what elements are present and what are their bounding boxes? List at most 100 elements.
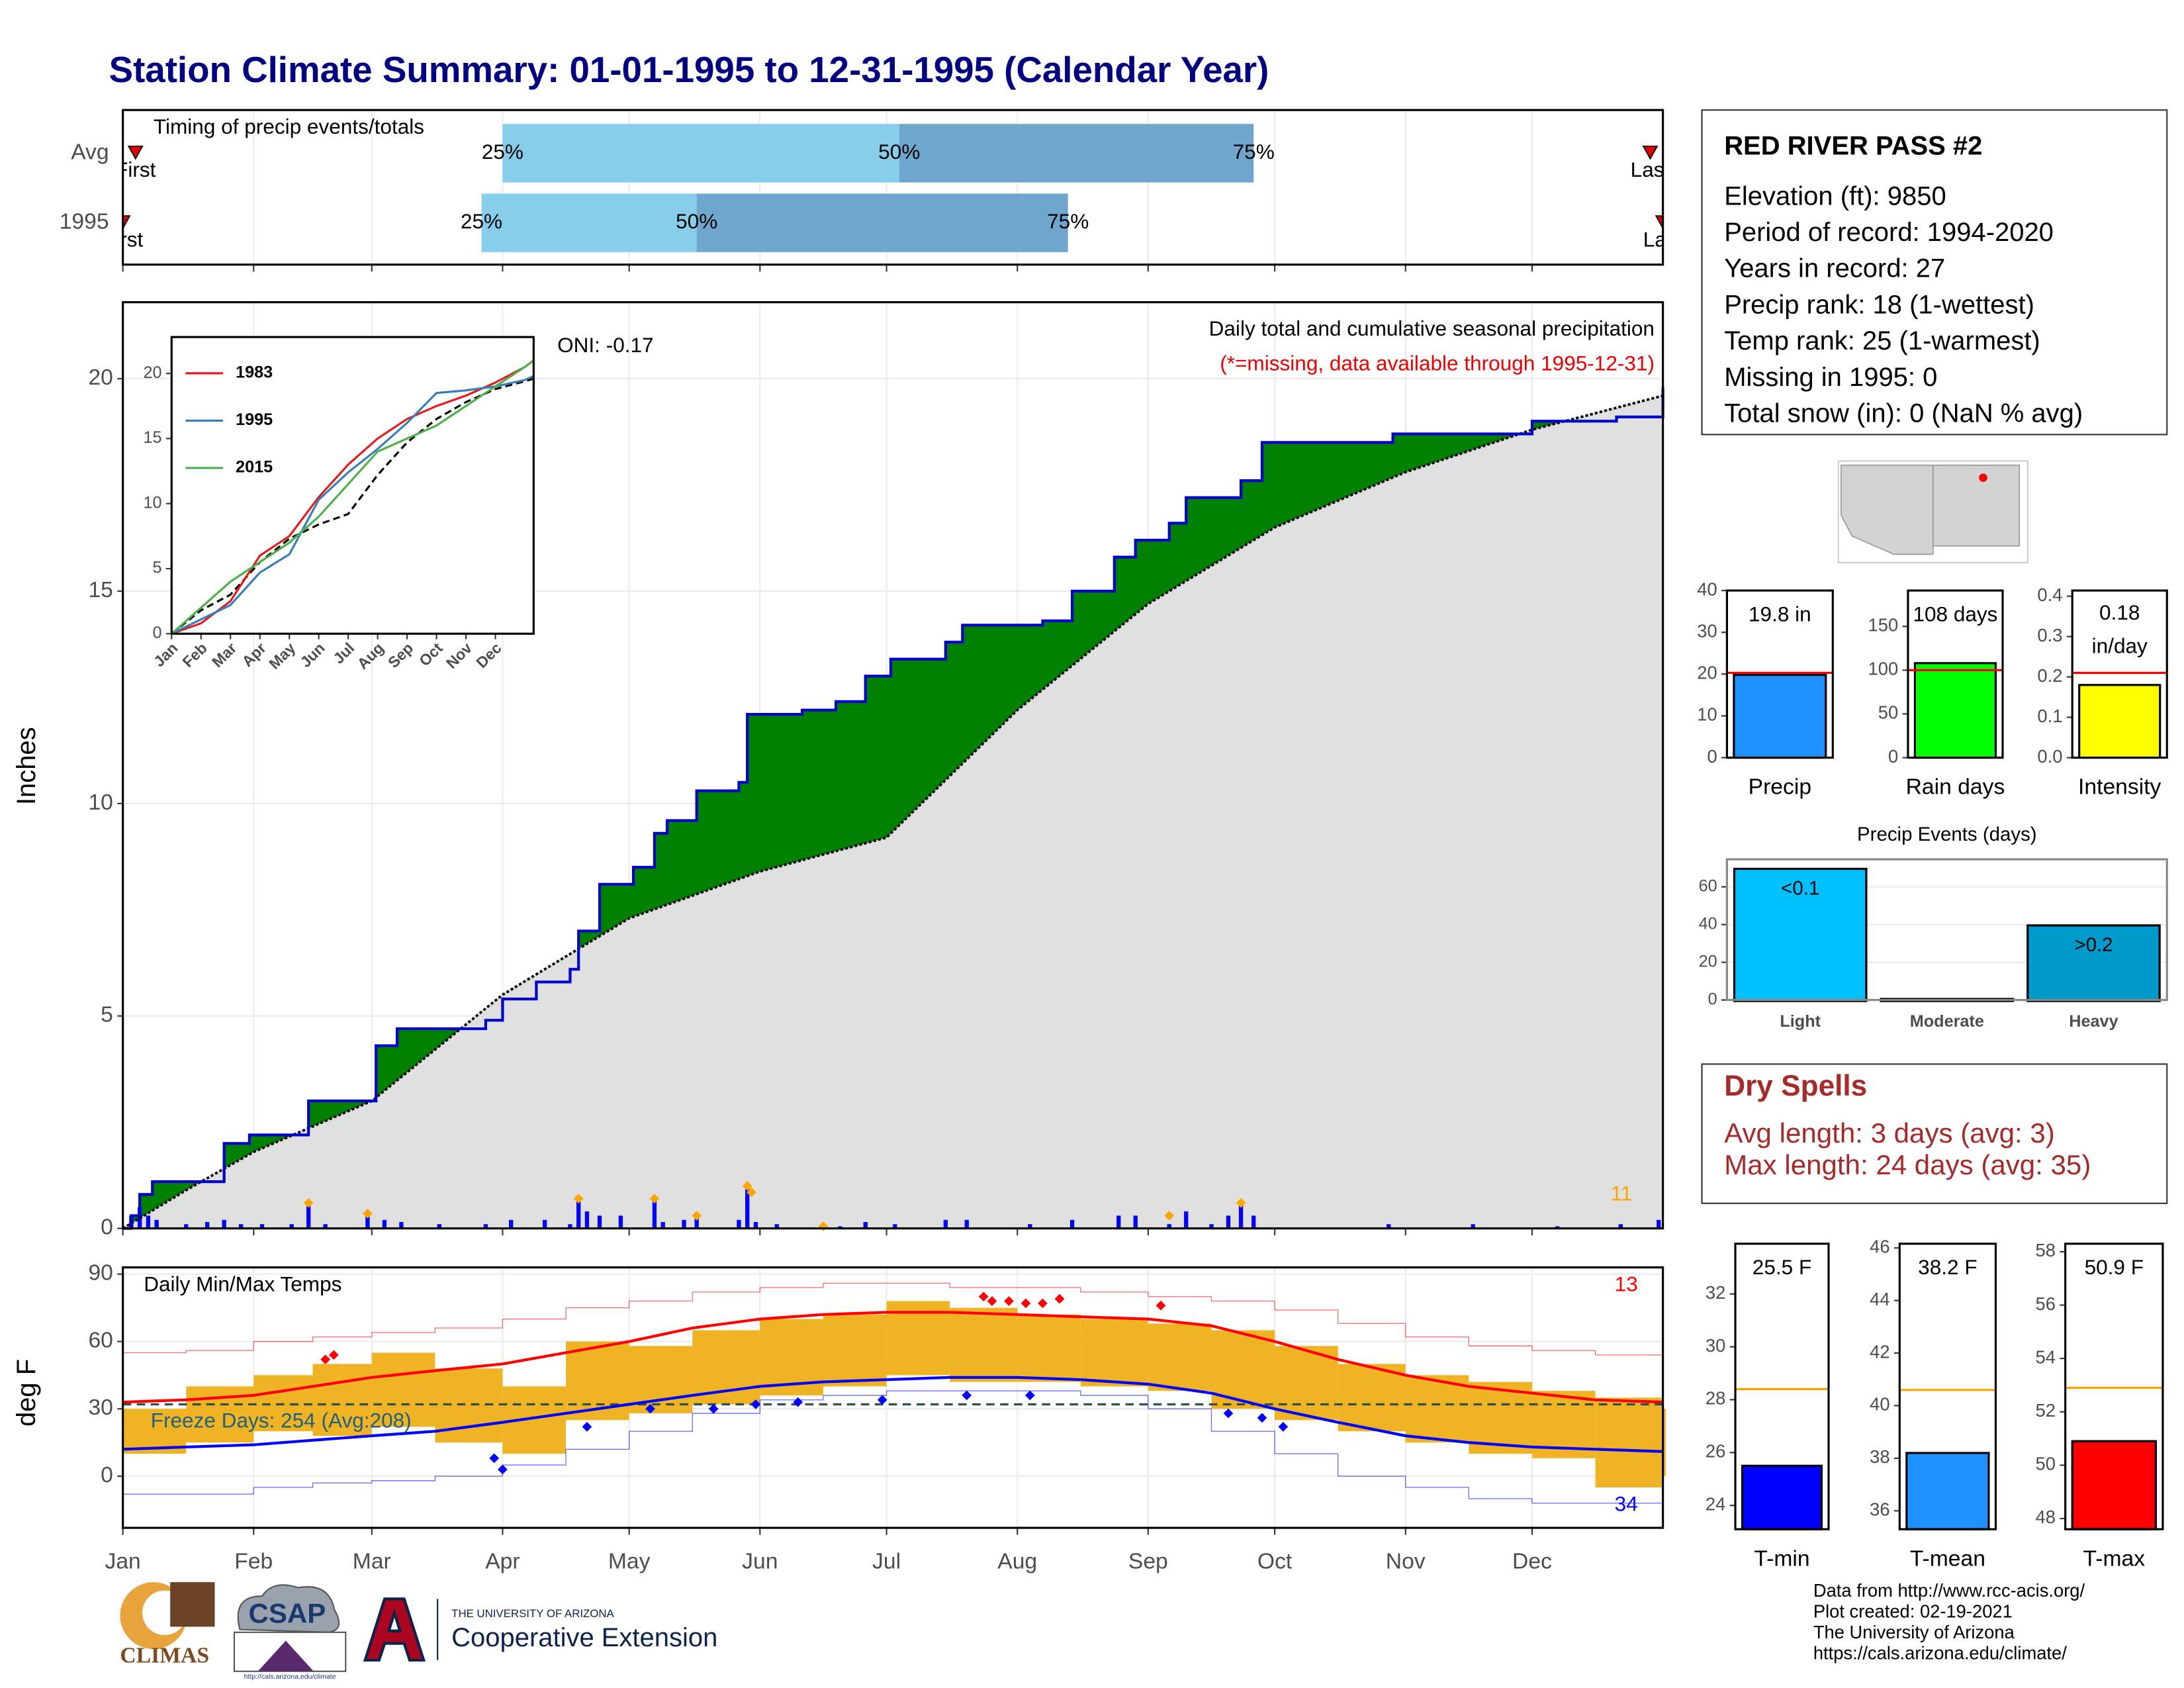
- temp-range-bar: [1338, 1364, 1406, 1432]
- chart-title: Precip Events (days): [1857, 823, 2037, 845]
- record-marker: [1054, 1293, 1065, 1304]
- temp-range-bar: [823, 1314, 887, 1387]
- y-tick-label: 30: [1697, 620, 1717, 641]
- daily-precip-bar: [399, 1222, 404, 1229]
- daily-precip-bar: [1618, 1224, 1623, 1229]
- y-tick-label: 0.0: [2037, 746, 2062, 767]
- climas-logo-text: CLIMAS: [120, 1643, 209, 1667]
- daily-precip-bar: [483, 1224, 488, 1229]
- dry-spells-title: Dry Spells: [1724, 1070, 1867, 1102]
- map-state: [1932, 464, 2021, 547]
- record-marker: [582, 1422, 592, 1432]
- timing-marker-label: First: [115, 158, 156, 181]
- daily-precip-bar: [289, 1224, 294, 1229]
- plot-frame: [1898, 1243, 1997, 1530]
- plot-frame: [122, 109, 1664, 266]
- y-tick-label: 32: [1706, 1282, 1725, 1303]
- x-tick-label: Oct: [1257, 1550, 1293, 1574]
- csap-cloud: [237, 1584, 340, 1633]
- station-line: Total snow (in): 0 (NaN % avg): [1724, 399, 2083, 428]
- temp-range-bar: [950, 1307, 1018, 1382]
- avg-min-line: [122, 1376, 1663, 1453]
- timing-rows: 25% 50% 75% First Last 25% 50% 75% First Last: [115, 124, 1683, 252]
- y-tick-label: 5: [153, 559, 162, 577]
- dry-spell-line: Avg length: 3 days (avg: 3): [1724, 1117, 2055, 1149]
- daily-precip-bar: [543, 1219, 547, 1229]
- plot-frame: [122, 1266, 1664, 1529]
- temp-range-bar: [1405, 1375, 1469, 1443]
- daily-precip-bar: [660, 1222, 665, 1229]
- daily-precip-bar: [222, 1219, 226, 1229]
- category-label: T-min: [1754, 1546, 1809, 1571]
- x-tick-label: Jul: [872, 1550, 901, 1574]
- x-tick-label: Jun: [742, 1550, 778, 1574]
- station-line: Temp rank: 25 (1-warmest): [1724, 326, 2040, 355]
- y-tick-label: 0: [153, 624, 162, 642]
- temp-range-bar: [1275, 1346, 1338, 1421]
- y-tick-label: 30: [88, 1395, 113, 1420]
- record-high-count: 13: [1615, 1272, 1638, 1295]
- record-low-count: 34: [1615, 1492, 1638, 1516]
- category-label: Precip: [1749, 775, 1811, 800]
- bar-label: <0.1: [1781, 877, 1819, 899]
- daily-precip-bar: [568, 1224, 572, 1229]
- panel-title: Timing of precip events/totals: [154, 115, 424, 138]
- daily-precip-bar: [576, 1198, 581, 1229]
- y-tick-label: 0: [1707, 746, 1717, 767]
- station-line: Period of record: 1994-2020: [1724, 218, 2054, 247]
- csap-logo-text: CSAP: [248, 1598, 326, 1629]
- value-label: 0.18 in/day: [2092, 600, 2148, 657]
- logos: CLIMAS CSAP http://cals.arizona.edu/clim…: [120, 1582, 717, 1681]
- daily-precip-bar: [584, 1211, 590, 1229]
- category-label: Rain days: [1906, 775, 2005, 800]
- daily-precip-bar: [306, 1203, 311, 1229]
- y-tick-label: 150: [1868, 614, 1899, 635]
- y-tick-label: 15: [88, 578, 113, 602]
- record-marker: [708, 1403, 719, 1414]
- category-label: T-max: [2083, 1546, 2146, 1571]
- plot-frame: [2064, 1243, 2164, 1530]
- daily-precip-bar: [1028, 1224, 1032, 1229]
- daily-precip-bar: [365, 1213, 370, 1229]
- timing-marker: [127, 146, 144, 160]
- x-tick-label: Jan: [105, 1550, 141, 1574]
- daily-precip-bar: [964, 1219, 969, 1229]
- event-bar: [2026, 924, 2161, 1002]
- daily-precip-bar: [437, 1224, 441, 1229]
- average-line: [122, 394, 1664, 1230]
- quartile-label: 75%: [1233, 140, 1275, 164]
- y-tick-label: 38: [1870, 1446, 1889, 1467]
- category-label: Moderate: [1910, 1012, 1984, 1031]
- y-tick-label: 10: [88, 790, 113, 815]
- plot-frame: [122, 301, 1664, 1230]
- daily-precip-bar: [1251, 1215, 1256, 1229]
- daily-precip-bar: [1209, 1224, 1214, 1229]
- daily-precip-bar: [893, 1224, 897, 1229]
- inset-bg: [171, 337, 534, 634]
- legend-label: 2015: [236, 458, 273, 477]
- record-marker: [645, 1403, 655, 1414]
- ua-logo: [363, 1597, 426, 1662]
- station-line: Missing in 1995: 0: [1724, 363, 1937, 392]
- y-tick-label: 40: [1870, 1394, 1889, 1415]
- x-tick-label: May: [608, 1550, 651, 1574]
- daily-precip-bar: [682, 1219, 686, 1229]
- station-line: Elevation (ft): 9850: [1724, 181, 1946, 211]
- timing-marker: [122, 215, 131, 230]
- csap-mountain: [257, 1640, 314, 1671]
- y-tick-label: 46: [1870, 1236, 1889, 1256]
- footer: Data from http://www.rcc-acis.org/Plot c…: [1813, 1580, 2085, 1664]
- y-tick-label: 20: [143, 363, 161, 382]
- y-tick-label: 24: [1706, 1493, 1725, 1514]
- y-tick-label: 0: [101, 1463, 113, 1487]
- timing-marker-label: Last: [1643, 227, 1683, 251]
- record-low-line: [122, 1390, 1664, 1504]
- temp-range-bar: [1211, 1330, 1275, 1409]
- x-tick-label: Mar: [353, 1550, 391, 1574]
- y-tick-label: 90: [88, 1261, 113, 1286]
- temp-range-bar: [1017, 1314, 1081, 1382]
- y-tick-label: 48: [2036, 1507, 2056, 1527]
- climas-logo-mark: [170, 1582, 215, 1627]
- y-tick-label: 20: [1699, 952, 1717, 970]
